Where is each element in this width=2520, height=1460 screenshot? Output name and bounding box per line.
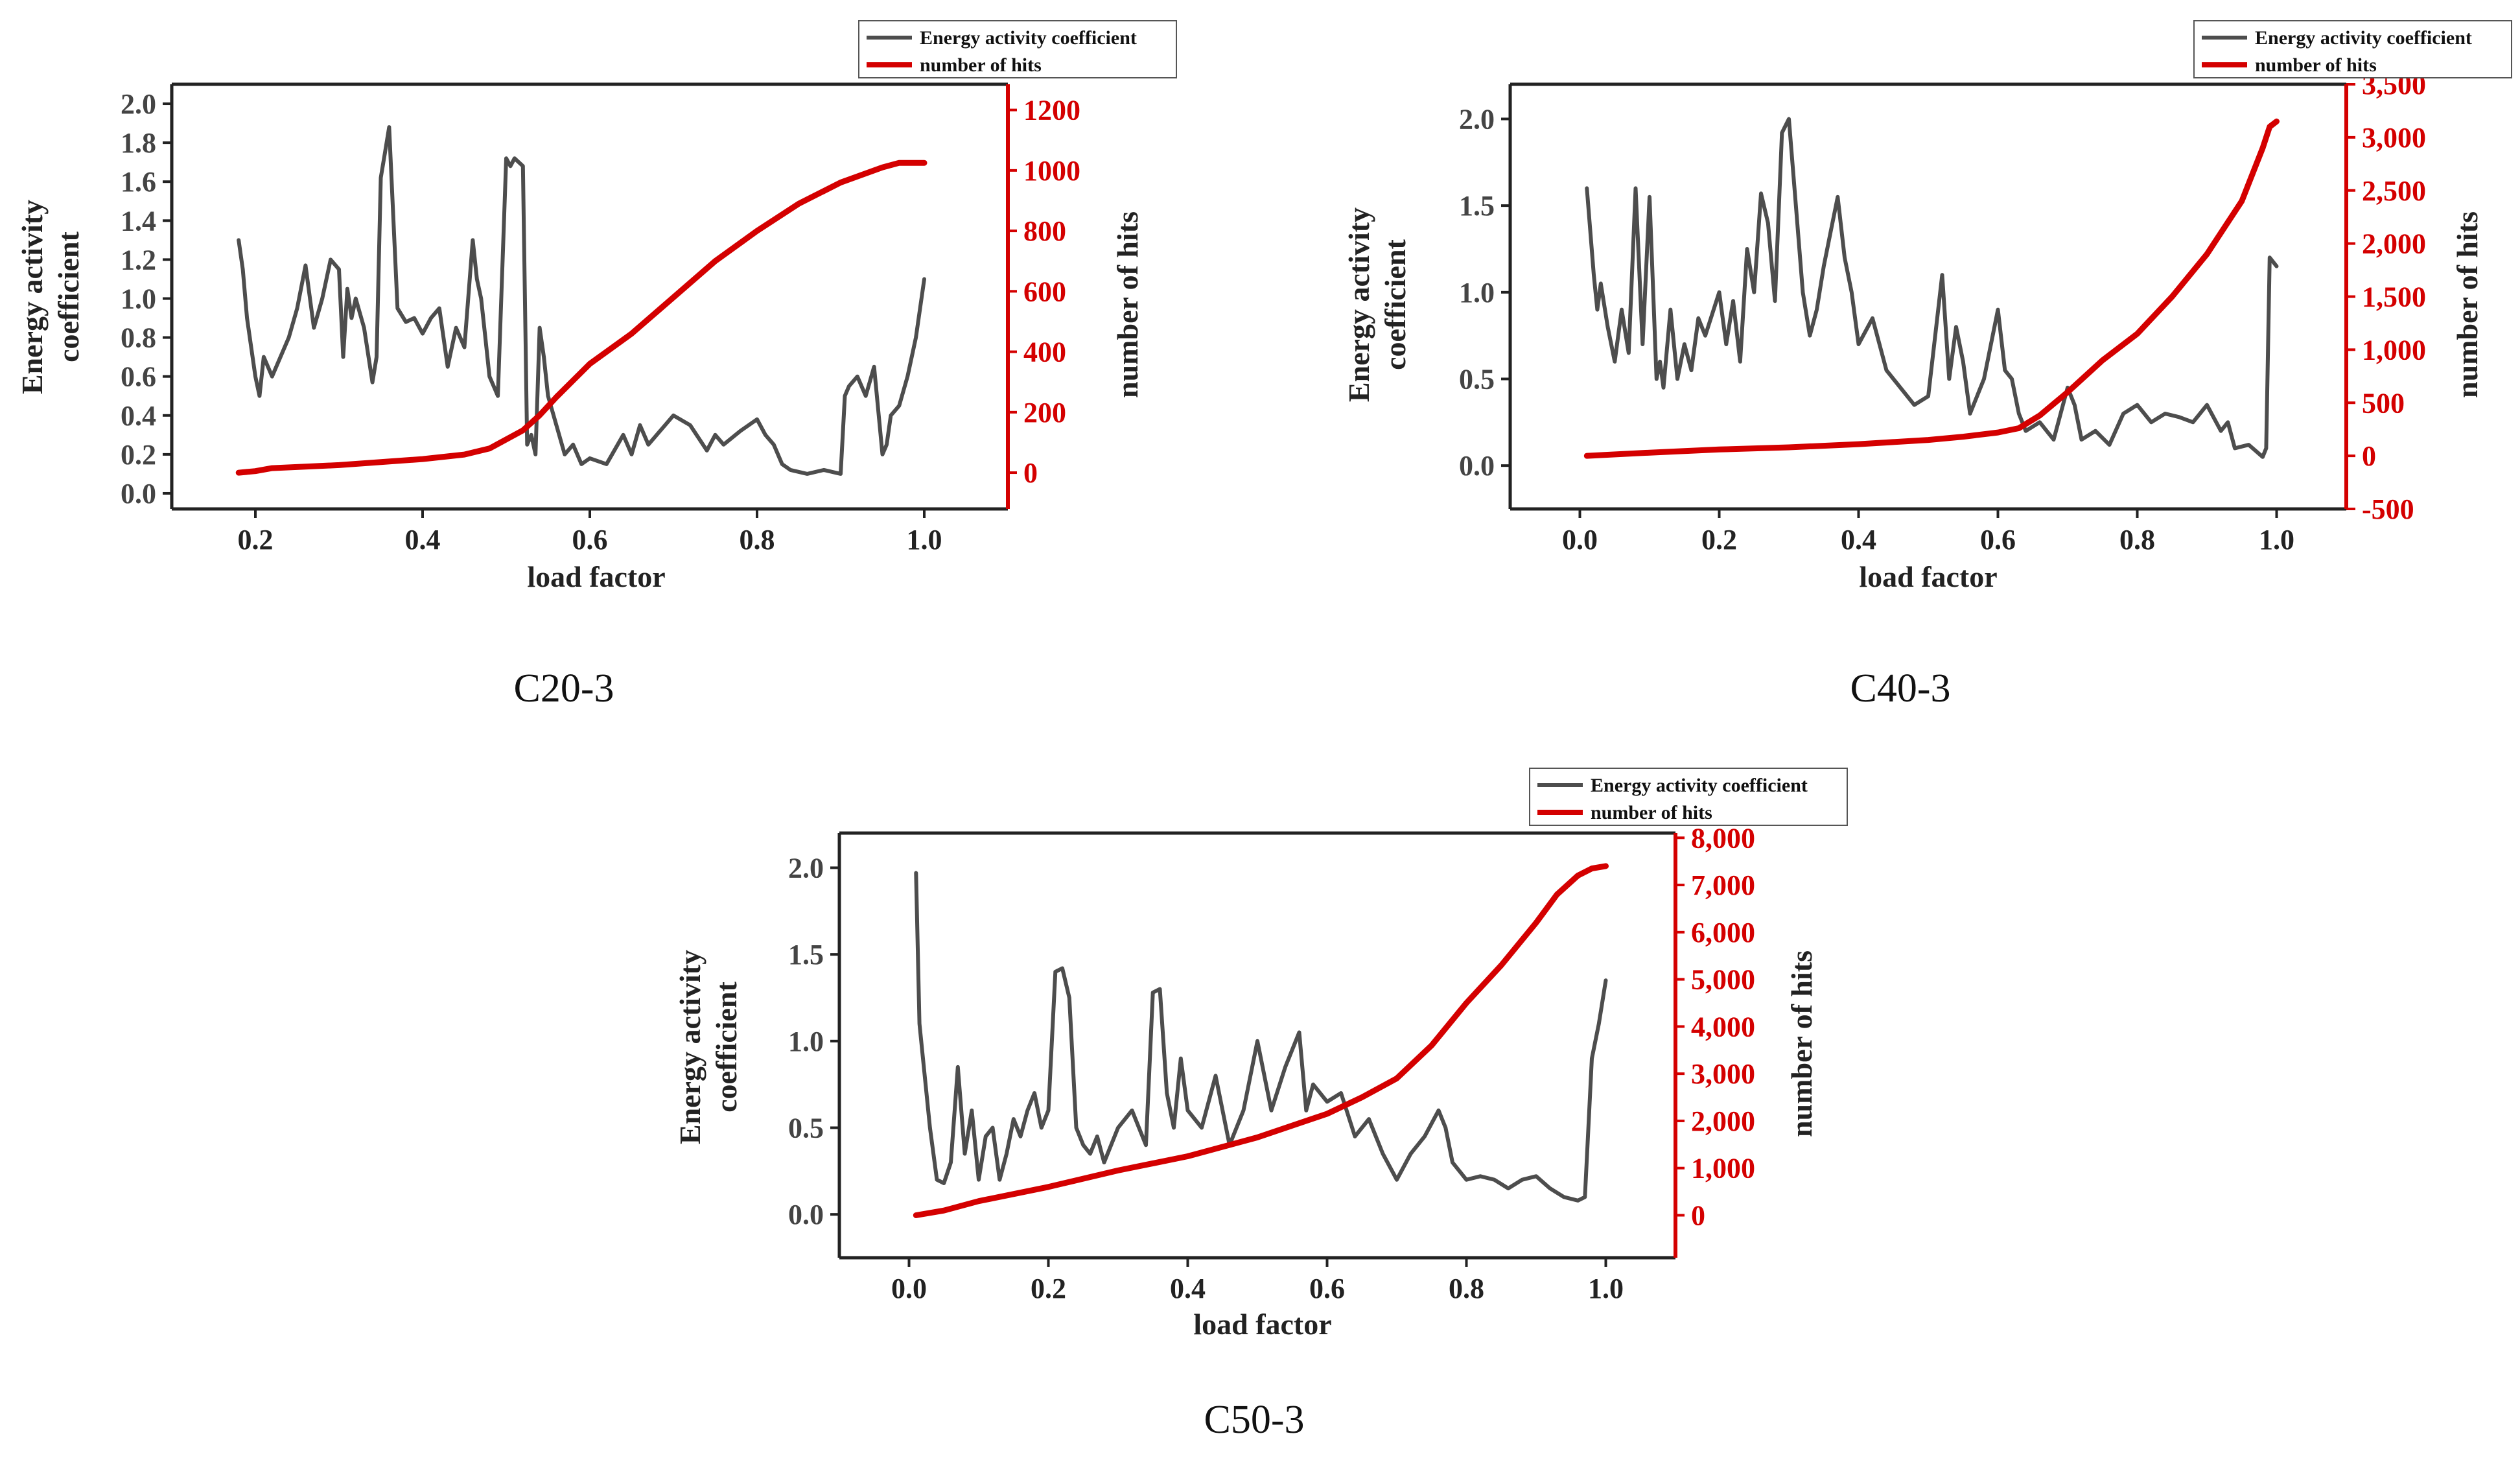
x-axis-label: load factor: [1193, 1308, 1331, 1341]
y-tick-label-right: 0: [1023, 457, 1038, 489]
x-tick-label: 0.2: [1031, 1273, 1066, 1304]
series-energy-activity-line: [1585, 117, 2279, 459]
y-tick-label-right: 2,000: [2362, 228, 2426, 260]
x-tick-label: 1.0: [1588, 1273, 1624, 1304]
legend-box: [1529, 768, 1848, 826]
chart-caption: C40-3: [1850, 666, 1951, 711]
y-tick-label-right: 0: [2362, 440, 2376, 472]
y-axis-label-right: number of hits: [1785, 950, 1818, 1137]
y-tick-label-right: 600: [1023, 276, 1066, 307]
legend-entry-label: number of hits: [920, 54, 1042, 76]
y-tick-label-right: 1,500: [2362, 281, 2426, 313]
y-tick-label-left: 1.6: [121, 166, 156, 198]
series-number-of-hits-line: [913, 863, 1609, 1218]
x-tick-label: 0.2: [1701, 524, 1737, 556]
y-tick-label-right: 2,000: [1691, 1105, 1755, 1137]
y-axis-label-right: number of hits: [1111, 211, 1144, 398]
y-tick-label-left: 0.8: [121, 322, 156, 354]
x-tick-label: 0.0: [891, 1273, 927, 1304]
x-tick-label: 0.4: [1170, 1273, 1206, 1304]
y-tick-label-left: 1.8: [121, 127, 156, 159]
x-axis-label: load factor: [1859, 560, 1997, 593]
y-tick-label-left: 0.0: [121, 478, 156, 510]
y-tick-label-right: 1000: [1023, 155, 1080, 187]
x-tick-label: 0.8: [740, 524, 775, 556]
y-axis-label-left-line1: Energy activity: [16, 200, 49, 394]
y-tick-label-left: 0.4: [121, 400, 156, 432]
y-tick-label-right: 1200: [1023, 95, 1080, 126]
legend-entry-label: Energy activity coefficient: [920, 27, 1137, 49]
y-axis-label-left-line1: Energy activity: [673, 950, 706, 1144]
y-axis-label-left-line2: coefficient: [710, 981, 743, 1112]
y-tick-label-left: 1.5: [1459, 190, 1495, 222]
y-tick-label-left: 1.0: [1459, 277, 1495, 309]
x-tick-label: 0.8: [2119, 524, 2155, 556]
y-tick-label-left: 2.0: [788, 852, 824, 884]
chart-c40-3: C40-3 load factor number of hits 0.0 0.2 0…: [1342, 20, 2512, 711]
y-tick-label-right: 500: [2362, 387, 2405, 419]
x-axis-label: load factor: [527, 560, 665, 593]
y-tick-label-right: 2,500: [2362, 175, 2426, 207]
y-tick-label-right: 5,000: [1691, 964, 1755, 996]
series-number-of-hits-line: [1583, 118, 2280, 459]
x-tick-label: 0.4: [405, 524, 441, 556]
y-tick-label-right: 3,000: [1691, 1058, 1755, 1090]
x-tick-label: 0.8: [1449, 1273, 1484, 1304]
y-tick-label-left: 0.6: [121, 361, 156, 393]
y-tick-label-left: 1.0: [121, 283, 156, 315]
y-tick-label-left: 1.2: [121, 244, 156, 276]
y-tick-label-left: 0.2: [121, 439, 156, 471]
series-number-of-hits-line: [235, 159, 928, 476]
y-tick-label-left: 0.5: [788, 1112, 824, 1144]
y-tick-label-left: 0.5: [1459, 363, 1495, 395]
x-tick-label: 1.0: [2259, 524, 2294, 556]
y-tick-label-right: 7,000: [1691, 869, 1755, 901]
y-tick-label-left: 1.5: [788, 939, 824, 971]
y-tick-label-right: 1,000: [1691, 1153, 1755, 1184]
y-tick-label-left: 2.0: [1459, 103, 1495, 135]
y-tick-label-right: 0: [1691, 1200, 1705, 1232]
legend-entry-label: number of hits: [2255, 54, 2377, 76]
x-tick-label: 0.2: [238, 524, 274, 556]
y-axis-label-left: Energy activity coefficient: [16, 200, 85, 394]
y-axis-label-left: Energy activity coefficient: [673, 950, 743, 1144]
chart-c20-3: C20-3 load factor number of hits 0.2 0.4 0…: [16, 20, 1177, 711]
chart-c50-3: C50-3 load factor number of hits 0.0 0.2 0…: [673, 768, 1848, 1442]
x-tick-label: 0.6: [1309, 1273, 1345, 1304]
x-tick-label: 0.4: [1841, 524, 1876, 556]
chart-caption: C50-3: [1204, 1398, 1305, 1442]
y-tick-label-left: 2.0: [121, 88, 156, 120]
y-axis-label-right: number of hits: [2451, 211, 2484, 398]
y-axis-label-left-line1: Energy activity: [1342, 207, 1375, 402]
x-tick-label: 0.6: [1980, 524, 2016, 556]
series-energy-activity-line: [237, 125, 926, 476]
y-tick-label-left: 0.0: [788, 1199, 824, 1230]
legend-box: [2193, 20, 2512, 78]
y-tick-label-right: -500: [2362, 493, 2414, 525]
x-tick-label: 0.6: [572, 524, 608, 556]
y-axis-label-left-line2: coefficient: [52, 231, 85, 362]
y-axis-label-left-line2: coefficient: [1379, 239, 1412, 370]
y-tick-label-right: 4,000: [1691, 1011, 1755, 1042]
y-tick-label-right: 1,000: [2362, 334, 2426, 366]
y-tick-label-left: 0.0: [1459, 450, 1495, 482]
series-energy-activity-line: [914, 871, 1608, 1203]
x-tick-label: 0.0: [1562, 524, 1598, 556]
chart-caption: C20-3: [514, 666, 614, 711]
y-tick-label-left: 1.0: [788, 1026, 824, 1057]
legend-entry-label: Energy activity coefficient: [2255, 27, 2472, 49]
y-tick-label-right: 6,000: [1691, 917, 1755, 948]
legend-entry-label: Energy activity coefficient: [1591, 775, 1808, 796]
y-axis-label-left: Energy activity coefficient: [1342, 207, 1412, 402]
x-tick-label: 1.0: [907, 524, 942, 556]
y-tick-label-right: 3,000: [2362, 122, 2426, 154]
y-tick-label-right: 400: [1023, 336, 1066, 368]
y-tick-label-right: 8,000: [1691, 822, 1755, 854]
y-tick-label-right: 800: [1023, 215, 1066, 247]
legend-box: [858, 20, 1177, 78]
y-tick-label-right: 200: [1023, 397, 1066, 429]
legend-entry-label: number of hits: [1591, 802, 1712, 823]
y-tick-label-left: 1.4: [121, 205, 156, 237]
